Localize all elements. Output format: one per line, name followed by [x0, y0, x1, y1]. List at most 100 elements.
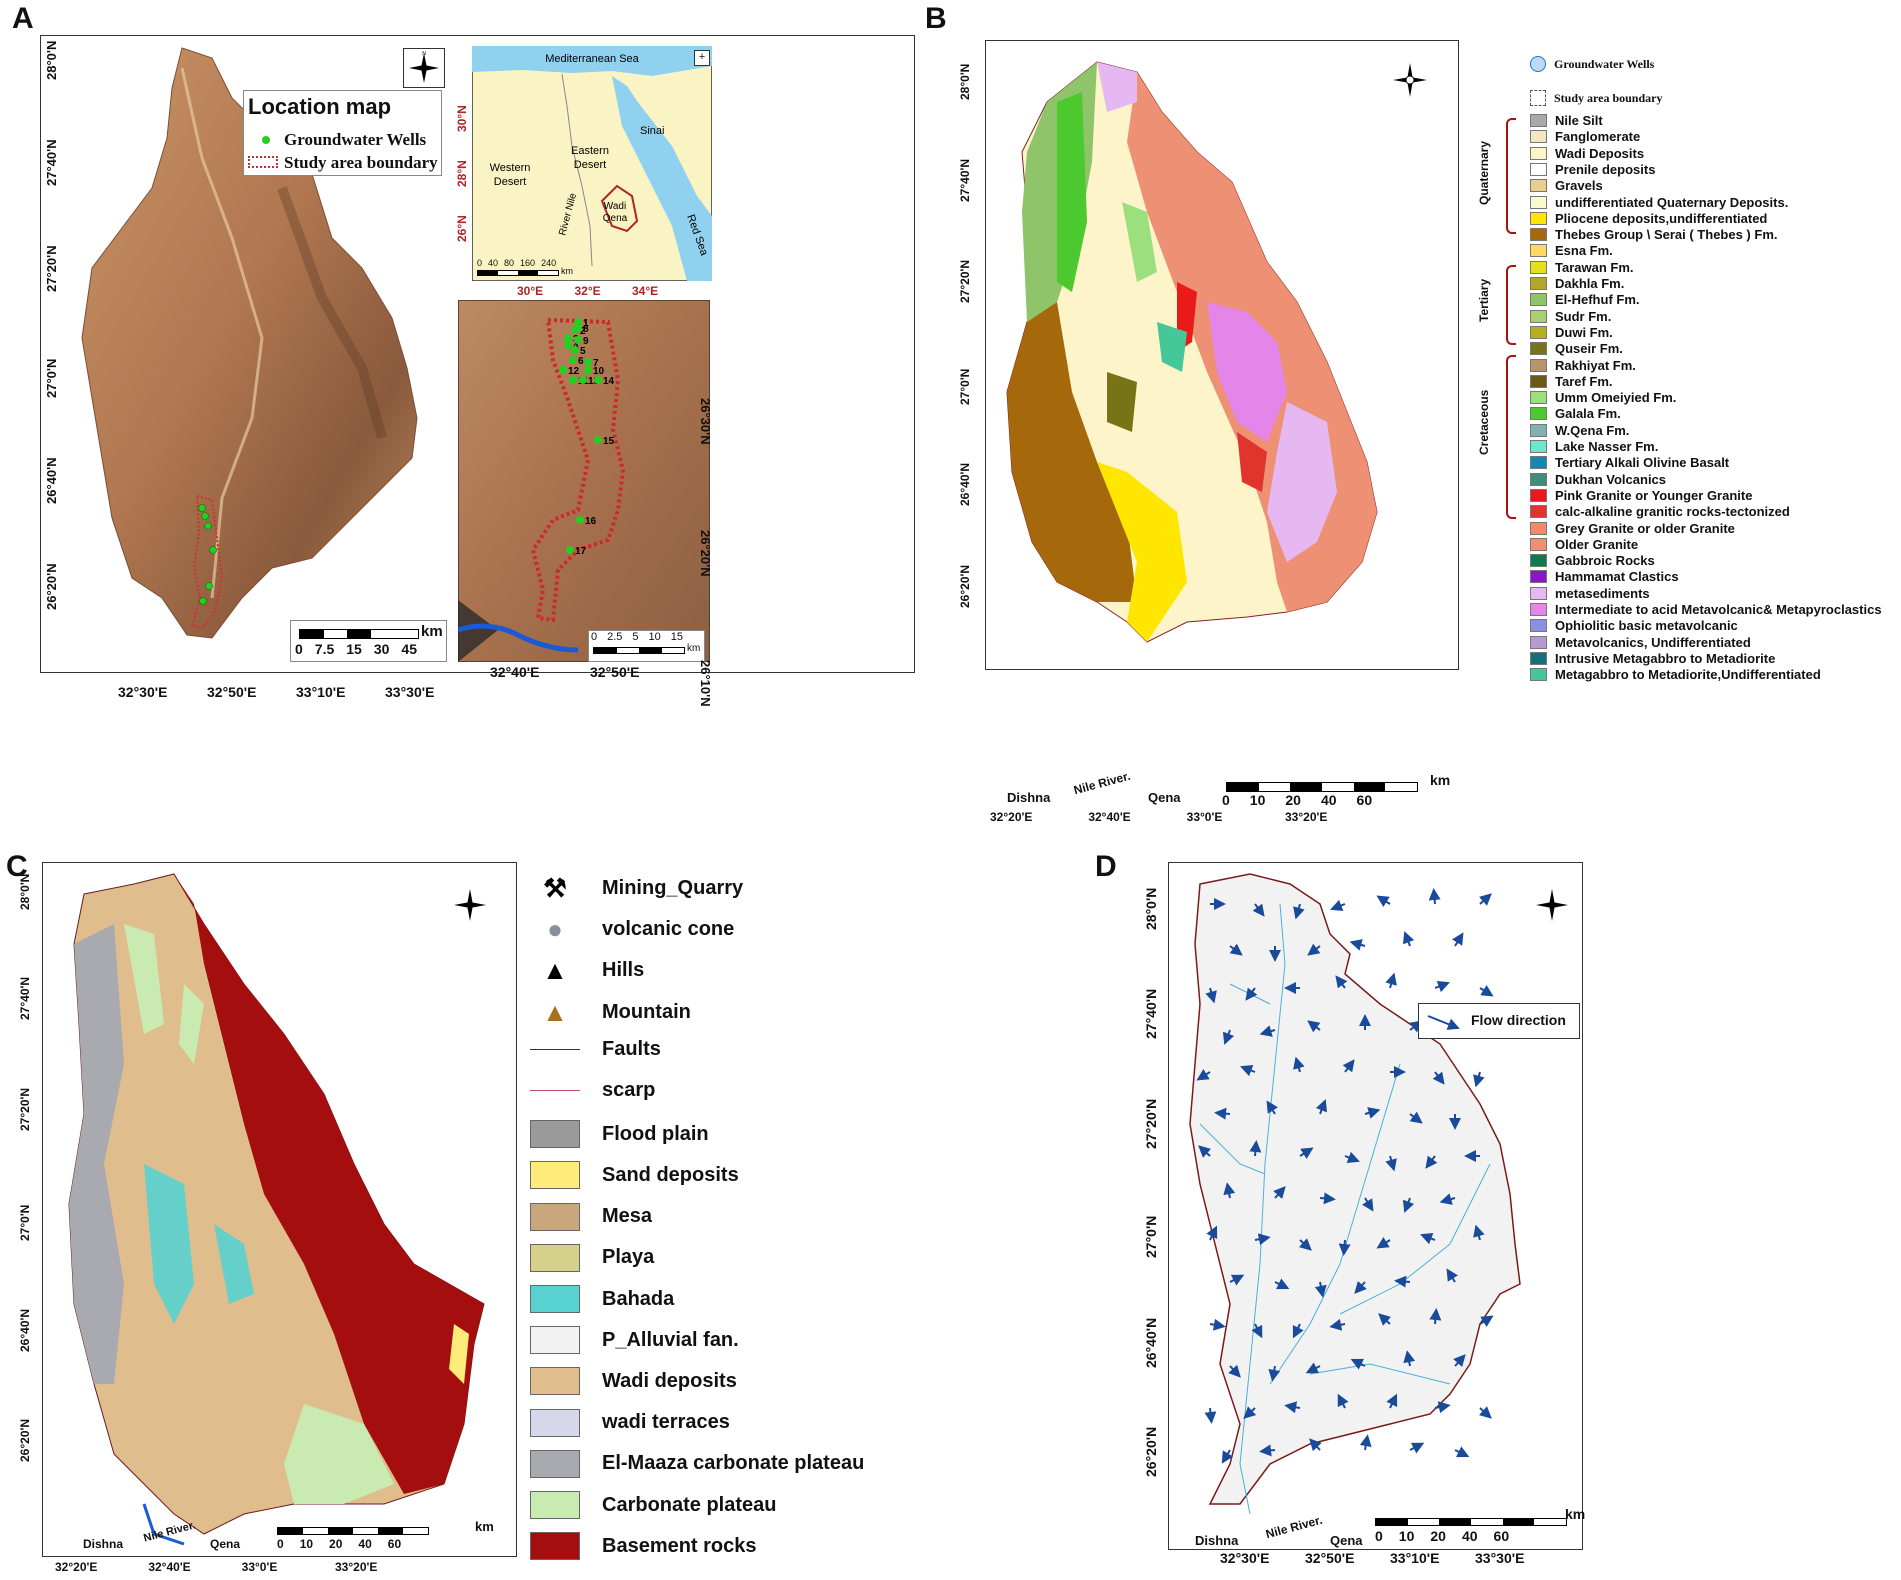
flow-arrow	[1223, 1182, 1236, 1199]
legend-label: Fanglomerate	[1555, 129, 1641, 145]
legend-row: Carbonate plateau	[530, 1491, 776, 1519]
scale-tick-label: 60	[387, 1537, 402, 1551]
flow-arrow	[1314, 1281, 1327, 1298]
flow-arrow	[1214, 1107, 1231, 1120]
flow-arrow	[1229, 1274, 1245, 1286]
legend-swatch	[1530, 635, 1547, 649]
lat-tick-label: 27°0'N	[44, 358, 59, 398]
legend-row: Rakhiyat Fm.	[1530, 358, 1636, 373]
legend-row: Faults	[530, 1038, 661, 1061]
flow-arrow	[1338, 1239, 1351, 1256]
scale-unit: km	[421, 623, 443, 640]
group-label-cretaceous: Cretaceous	[1477, 389, 1491, 455]
legend-row: Metagabbro to Metadiorite,Undifferentiat…	[1530, 667, 1821, 682]
legend-label: El-Hefhuf Fm.	[1555, 292, 1640, 308]
legend-swatch	[1530, 570, 1547, 584]
flow-arrow	[1409, 1442, 1425, 1454]
flow-arrow	[1249, 1140, 1262, 1157]
legend-label: Duwi Fm.	[1555, 324, 1613, 340]
legend-row: ▲ Hills	[530, 955, 644, 986]
flow-arrow	[1196, 1069, 1211, 1081]
legend-label: Nile Silt	[1555, 113, 1603, 128]
legend-swatch	[1530, 505, 1547, 519]
flow-arrow	[1453, 1354, 1466, 1368]
inset-label-wadi-qena: Wadi	[604, 201, 626, 212]
flow-arrow	[1403, 1350, 1416, 1367]
flow-arrow	[1240, 1064, 1256, 1077]
flow-arrow	[1479, 985, 1494, 997]
legend-row: Metavolcanics, Undifferentiated	[1530, 635, 1751, 650]
panel-c-geomorphology-map	[68, 873, 485, 1546]
legend-swatch	[1530, 668, 1547, 682]
legend-swatch	[1530, 619, 1547, 633]
legend-label: Ophiolitic basic metavolcanic	[1555, 618, 1738, 634]
legend-label: W.Qena Fm.	[1555, 422, 1630, 438]
well-marker	[574, 318, 582, 326]
group-bracket-quaternary	[1506, 118, 1516, 234]
flow-arrow	[1221, 1449, 1234, 1464]
legend-row: Esna Fm.	[1530, 243, 1613, 258]
flow-arrow	[1479, 1315, 1494, 1327]
flow-arrow	[1307, 1020, 1321, 1033]
legend-swatch	[1530, 537, 1547, 551]
legend-label: Wadi deposits	[602, 1369, 737, 1392]
lat-tick-label: 26°20'N	[958, 564, 972, 608]
flow-arrow	[1364, 1107, 1381, 1119]
flow-arrow	[1446, 1268, 1458, 1283]
flow-arrow	[1349, 939, 1366, 951]
lat-tick-label: 26°40'N	[18, 1308, 32, 1352]
legend-row: Ophiolitic basic metavolcanic	[1530, 618, 1738, 633]
legend-row: Thebes Group \ Serai ( Thebes ) Fm.	[1530, 227, 1778, 242]
well-id-label: 17	[575, 546, 587, 557]
legend-row: Basement rocks	[530, 1532, 757, 1561]
legend-swatch	[1530, 179, 1547, 193]
basin-boundary	[1189, 873, 1521, 1505]
legend-row: Nile Silt	[1530, 113, 1603, 128]
legend-row: Duwi Fm.	[1530, 325, 1613, 340]
legend-label: Hills	[602, 959, 645, 982]
legend-label: wadi terraces	[602, 1411, 730, 1434]
wells-legend-label: Groundwater Wells	[284, 130, 427, 149]
lon-tick-label: 30°E	[517, 284, 544, 298]
legend-label: Thebes Group \ Serai ( Thebes ) Fm.	[1555, 227, 1778, 243]
scale-tick-label: 30	[373, 641, 390, 657]
flow-arrow	[1473, 1224, 1485, 1241]
hills-icon: ▲	[542, 955, 568, 986]
legend-row: Hammamat Clastics	[1530, 569, 1679, 584]
lat-tick-label: 26°N	[455, 215, 469, 242]
panel-d-letter: D	[1095, 850, 1117, 883]
legend-swatch	[1530, 456, 1547, 470]
legend-label: Dukhan Volcanics	[1555, 471, 1667, 487]
scale-tick-label: 0	[1222, 792, 1230, 808]
lat-tick-label: 27°20'N	[18, 1087, 32, 1131]
scale-tick-label: 20	[1430, 1528, 1446, 1544]
compass-rose-icon	[1536, 889, 1568, 921]
legend-label: Lake Nasser Fm.	[1555, 439, 1659, 454]
panel-d-place-qena: Qena	[1330, 1533, 1363, 1548]
legend-row: Wadi Deposits	[1530, 146, 1644, 161]
legend-label: scarp	[602, 1079, 656, 1101]
scale-tick-label: 60	[1356, 792, 1373, 808]
legend-swatch	[1530, 407, 1547, 421]
well-marker	[564, 341, 572, 349]
panel-b-frame	[985, 40, 1459, 670]
scale-tick-label: 40	[358, 1537, 372, 1551]
well-marker	[594, 436, 602, 444]
flow-direction-legend: Flow direction	[1418, 1003, 1580, 1039]
scale-tick-label: 10	[299, 1537, 314, 1551]
well-marker	[569, 376, 577, 384]
well-marker	[584, 358, 592, 366]
legend-row: undifferentiated Quaternary Deposits.	[1530, 195, 1788, 210]
legend-row: Pliocene deposits,undifferentiated	[1530, 211, 1767, 226]
scale-tick-label: 2.5	[607, 631, 623, 643]
legend-label: Playa	[602, 1246, 655, 1269]
flow-arrow	[1335, 975, 1348, 989]
flow-arrow	[1429, 1308, 1442, 1325]
well-marker	[566, 546, 574, 554]
legend-row: Taref Fm.	[1530, 374, 1613, 389]
lat-tick-label: 28°0'N	[1143, 887, 1159, 930]
panel-d-place-dishna: Dishna	[1195, 1533, 1239, 1548]
legend-label: Tertiary Alkali Olivine Basalt	[1555, 455, 1730, 471]
legend-swatch	[1530, 325, 1547, 339]
